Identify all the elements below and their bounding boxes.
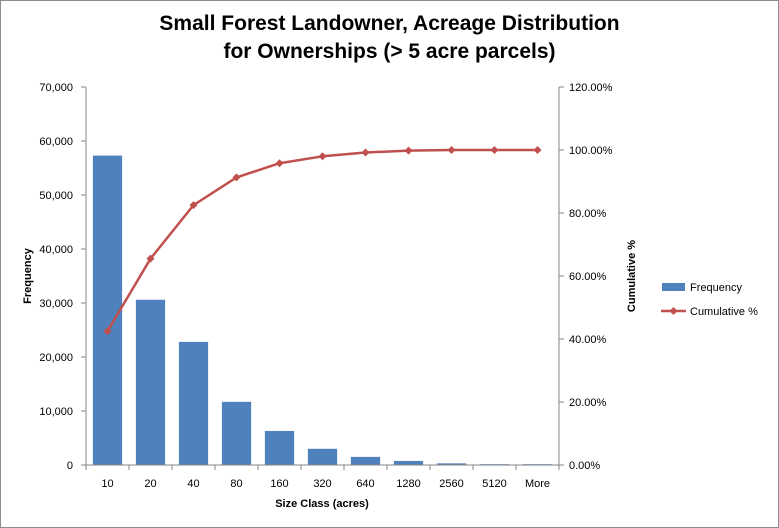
- bar-2560: [436, 463, 467, 465]
- y2-tick-label: 60.00%: [569, 271, 607, 283]
- bar-640: [350, 456, 381, 465]
- y2-tick-label: 0.00%: [569, 460, 600, 472]
- y2-tick-label: 80.00%: [569, 208, 607, 220]
- y-tick-label: 0: [67, 460, 73, 472]
- y-tick-label: 30,000: [39, 298, 73, 310]
- chart-title-line-1: Small Forest Landowner, Acreage Distribu…: [159, 12, 620, 35]
- line-series-cumulative: [103, 146, 542, 336]
- y-tick-label: 60,000: [39, 136, 73, 148]
- cumulative-point-160: [275, 159, 284, 168]
- bar-80: [221, 401, 252, 465]
- cumulative-point-10: [103, 327, 112, 336]
- cumulative-point-640: [361, 148, 370, 157]
- y-tick-label: 40,000: [39, 244, 73, 256]
- x-tick-label: 80: [230, 478, 242, 490]
- x-tick-label: 320: [313, 478, 331, 490]
- x-tick-label: 20: [144, 478, 156, 490]
- bar-1280: [393, 460, 424, 465]
- bar-160: [264, 430, 295, 465]
- bar-320: [307, 448, 338, 465]
- bar-10: [92, 155, 123, 465]
- y2-axis-title: Cumulative %: [626, 240, 638, 312]
- bar-series-frequency: [92, 155, 553, 465]
- x-tick-label: 10: [101, 478, 113, 490]
- cumulative-point-40: [189, 201, 198, 210]
- cumulative-point-5120: [490, 146, 499, 154]
- y2-tick-label: 40.00%: [569, 334, 607, 346]
- y-tick-label: 70,000: [39, 82, 73, 94]
- legend: Frequency Cumulative %: [661, 282, 758, 318]
- cumulative-point-20: [146, 254, 155, 263]
- x-tick-label: 40: [187, 478, 199, 490]
- y2-tick-label: 120.00%: [569, 82, 613, 94]
- cumulative-point-320: [318, 152, 327, 161]
- x-tick-label: More: [525, 478, 550, 490]
- x-axis-title: Size Class (acres): [275, 498, 369, 510]
- legend-swatch-frequency: [662, 283, 685, 291]
- y-tick-label: 50,000: [39, 190, 73, 202]
- x-tick-label: 1280: [396, 478, 420, 490]
- x-tick-label: 160: [270, 478, 288, 490]
- legend-marker-cumulative: [669, 307, 678, 315]
- cumulative-point-More: [533, 146, 542, 154]
- legend-label-cumulative: Cumulative %: [690, 306, 758, 318]
- chart-title-line-2: for Ownerships (> 5 acre parcels): [223, 40, 556, 63]
- cumulative-point-1280: [404, 146, 413, 155]
- bar-20: [135, 299, 166, 465]
- x-tick-label: 5120: [482, 478, 506, 490]
- y2-tick-label: 100.00%: [569, 145, 613, 157]
- x-tick-label: 2560: [439, 478, 463, 490]
- y2-tick-label: 20.00%: [569, 397, 607, 409]
- axes: [81, 86, 564, 470]
- cumulative-line: [106, 148, 538, 332]
- legend-label-frequency: Frequency: [690, 282, 742, 294]
- bar-40: [178, 341, 209, 465]
- cumulative-point-80: [232, 173, 241, 182]
- y-axis-title: Frequency: [22, 247, 34, 304]
- cumulative-point-2560: [447, 146, 456, 154]
- x-tick-label: 640: [356, 478, 374, 490]
- y-tick-label: 10,000: [39, 406, 73, 418]
- chart-title: Small Forest Landowner, Acreage Distribu…: [0, 10, 779, 66]
- tick-labels: 0 10,000 20,000 30,000 40,000 50,000 60,000 70,…: [39, 82, 612, 490]
- y-tick-label: 20,000: [39, 352, 73, 364]
